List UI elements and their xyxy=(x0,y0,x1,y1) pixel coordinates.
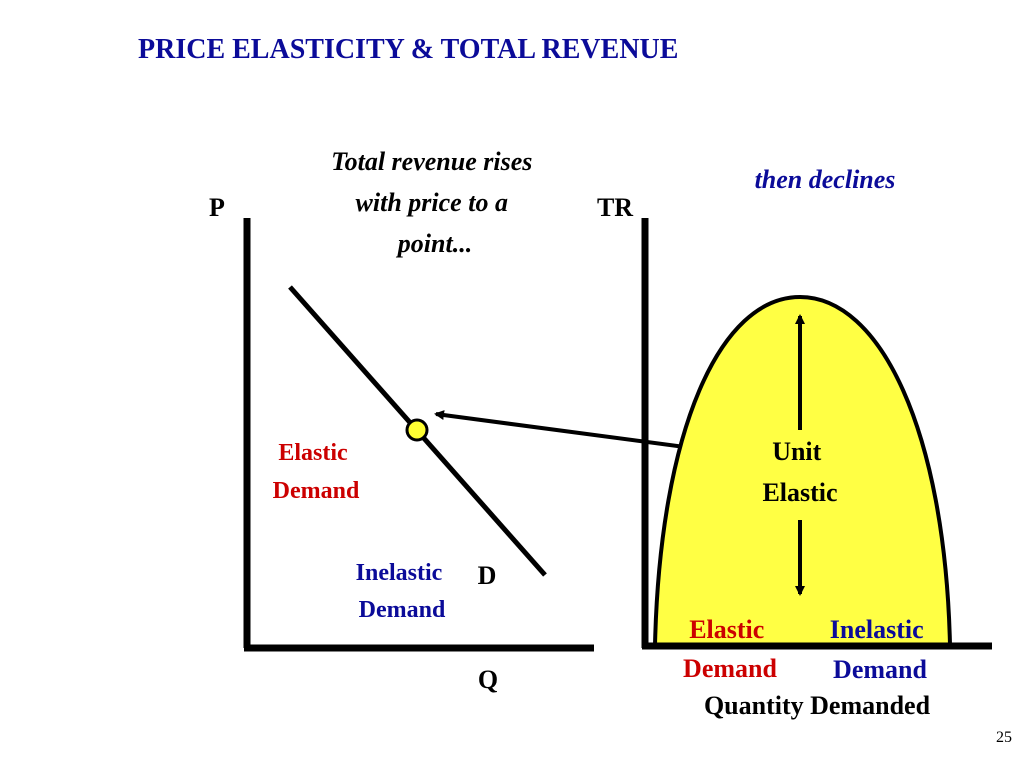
axis-label: Quantity Demanded xyxy=(704,691,931,720)
axis-label: Q xyxy=(478,665,498,694)
revenue-curve xyxy=(652,294,953,647)
axis-label: TR xyxy=(597,193,633,222)
unit-point xyxy=(405,418,429,442)
annotation: Total revenue rises with price to a poin… xyxy=(331,147,539,258)
unit-label: Unit Elastic xyxy=(762,437,837,507)
title: PRICE ELASTICITY & TOTAL REVENUE xyxy=(138,34,678,65)
slide-number: 25 xyxy=(996,729,1012,746)
inelastic-label: Inelastic Demand xyxy=(356,560,449,623)
elastic-label: Elastic Demand xyxy=(273,440,360,504)
axis-label: P xyxy=(209,193,225,222)
curve-label: D xyxy=(478,561,497,590)
annotation: then declines xyxy=(755,165,896,194)
elastic-label: Elastic Demand xyxy=(683,615,777,683)
inelastic-label: Inelastic Demand xyxy=(830,615,930,684)
